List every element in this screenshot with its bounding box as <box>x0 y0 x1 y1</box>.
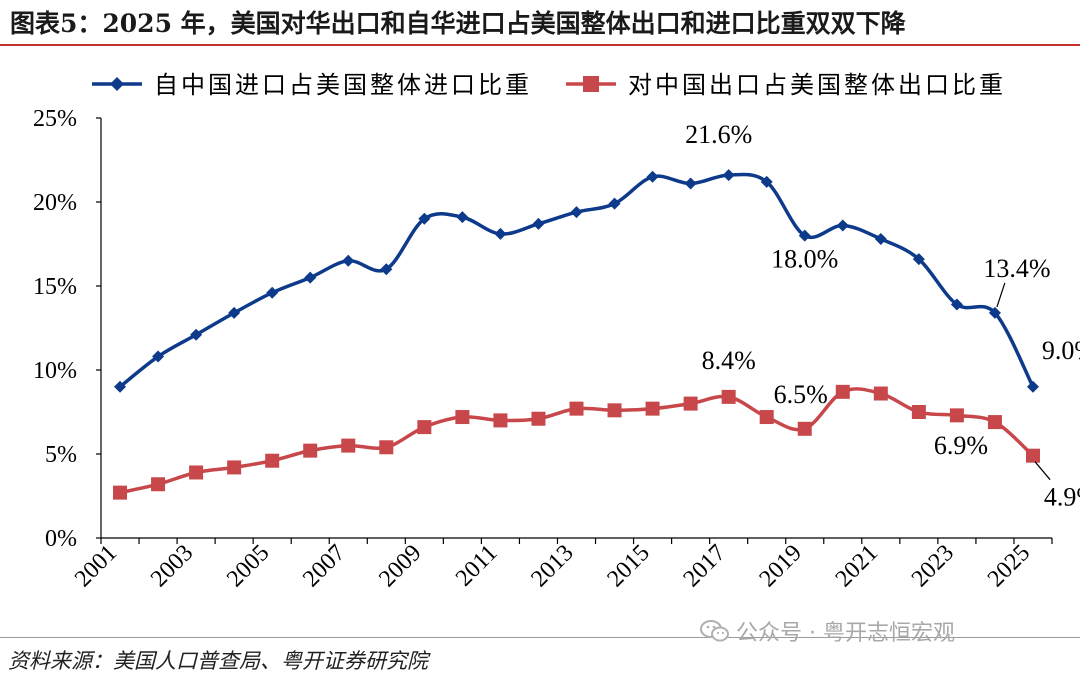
series-2-point <box>987 415 1002 430</box>
series-2-point <box>645 401 660 416</box>
x-tick-label: 2013 <box>526 540 578 592</box>
series-2-point <box>835 384 850 399</box>
series-2-point <box>949 408 964 423</box>
series-1-point <box>266 286 279 299</box>
series-1-point <box>418 212 431 225</box>
x-tick-label: 2025 <box>983 540 1035 592</box>
x-tick-label: 2001 <box>70 540 122 592</box>
x-tick-label: 2021 <box>831 540 883 592</box>
x-tick-label: 2017 <box>679 540 731 592</box>
series-2-point <box>683 396 698 411</box>
data-label: 4.9% <box>1044 483 1080 512</box>
series-2-point <box>379 440 394 455</box>
series-1-point <box>570 206 583 219</box>
wechat-icon <box>700 620 729 642</box>
x-tick-label: 2019 <box>755 540 807 592</box>
series-2-point <box>227 460 242 475</box>
watermark: 公众号 · 粤开志恒宏观 <box>700 615 955 647</box>
series-2-point <box>417 420 432 435</box>
series-2-point <box>911 405 926 419</box>
series-2-point <box>493 413 508 428</box>
y-tick-label: 25% <box>33 106 77 132</box>
line-chart: 0% 5% 10% 15% 20% 25% 2001 2003 2005 2007 2009 2011… <box>33 71 1080 592</box>
series-2-point <box>189 465 204 480</box>
series-2-point <box>873 386 888 401</box>
data-label: 21.6% <box>685 120 752 149</box>
series-2-point <box>265 453 280 468</box>
data-label: 9.0% <box>1042 336 1080 365</box>
series-2-point <box>569 401 584 416</box>
series-1-point <box>722 169 735 182</box>
x-tick-label: 2003 <box>146 540 198 592</box>
series-2-point <box>721 389 736 404</box>
x-tick-label: 2015 <box>602 540 654 592</box>
x-tick-label: 2023 <box>907 540 959 592</box>
series-2-point <box>797 421 812 436</box>
series-1-point <box>228 306 241 319</box>
series-1-point <box>342 254 355 267</box>
data-label: 6.9% <box>934 431 988 460</box>
series-1-point <box>494 227 507 240</box>
series-1-point <box>646 170 659 183</box>
data-label: 8.4% <box>702 346 756 375</box>
x-tick-label: 2011 <box>451 540 503 592</box>
x-tick-label: 2009 <box>374 540 426 592</box>
series-1-point <box>380 263 393 276</box>
series-2-point <box>341 438 356 453</box>
chart-title: 图表5：2025 年，美国对华出口和自华进口占美国整体出口和进口比重双双下降 <box>10 9 906 38</box>
footer-divider <box>0 637 1080 638</box>
watermark-text: 公众号 · 粤开志恒宏观 <box>736 621 955 646</box>
source-note: 资料来源：美国人口普查局、粤开证券研究院 <box>8 649 428 673</box>
y-tick-label: 0% <box>45 526 77 552</box>
data-label: 13.4% <box>983 254 1050 283</box>
legend-marker-1 <box>110 77 124 91</box>
y-tick-label: 15% <box>33 274 77 300</box>
x-tick-label: 2007 <box>298 540 350 592</box>
series-1-point <box>1026 380 1039 393</box>
series-2-point <box>151 477 166 492</box>
series-1-point <box>684 177 697 190</box>
series-1-point <box>152 350 165 363</box>
annotation-leader <box>996 282 1006 308</box>
data-label: 18.0% <box>771 245 838 274</box>
series-2-point <box>113 485 128 500</box>
series-1-point <box>304 271 317 284</box>
series-2-point <box>303 443 318 458</box>
data-label: 6.5% <box>774 380 828 409</box>
legend-label-2: 对中国出口占美国整体出口比重 <box>628 71 1006 99</box>
series-1-point <box>874 232 887 245</box>
series-1-point <box>532 217 545 230</box>
series-1-point <box>608 197 621 210</box>
title-divider <box>0 44 1080 46</box>
series-1-point <box>836 219 849 232</box>
x-tick-label: 2005 <box>222 540 274 592</box>
series-2-point <box>531 411 546 426</box>
series-1-point <box>114 380 127 393</box>
series-1-point <box>912 253 925 266</box>
series-2-point <box>1025 448 1040 463</box>
legend-label-1: 自中国进口占美国整体进口比重 <box>154 71 532 99</box>
series-1-point <box>798 229 811 242</box>
series-2-point <box>759 410 774 425</box>
y-tick-label: 10% <box>33 358 77 384</box>
series-2-point <box>455 410 470 425</box>
series-1-point <box>988 306 1001 319</box>
y-tick-label: 20% <box>33 190 77 216</box>
series-1-point <box>950 298 963 311</box>
annotation-leader <box>1034 461 1051 481</box>
y-tick-label: 5% <box>45 442 77 468</box>
legend-marker-2 <box>583 76 599 92</box>
series-1-point <box>190 328 203 341</box>
series-1-point <box>760 175 773 188</box>
series-1-point <box>456 211 469 224</box>
series-2-point <box>607 403 622 418</box>
